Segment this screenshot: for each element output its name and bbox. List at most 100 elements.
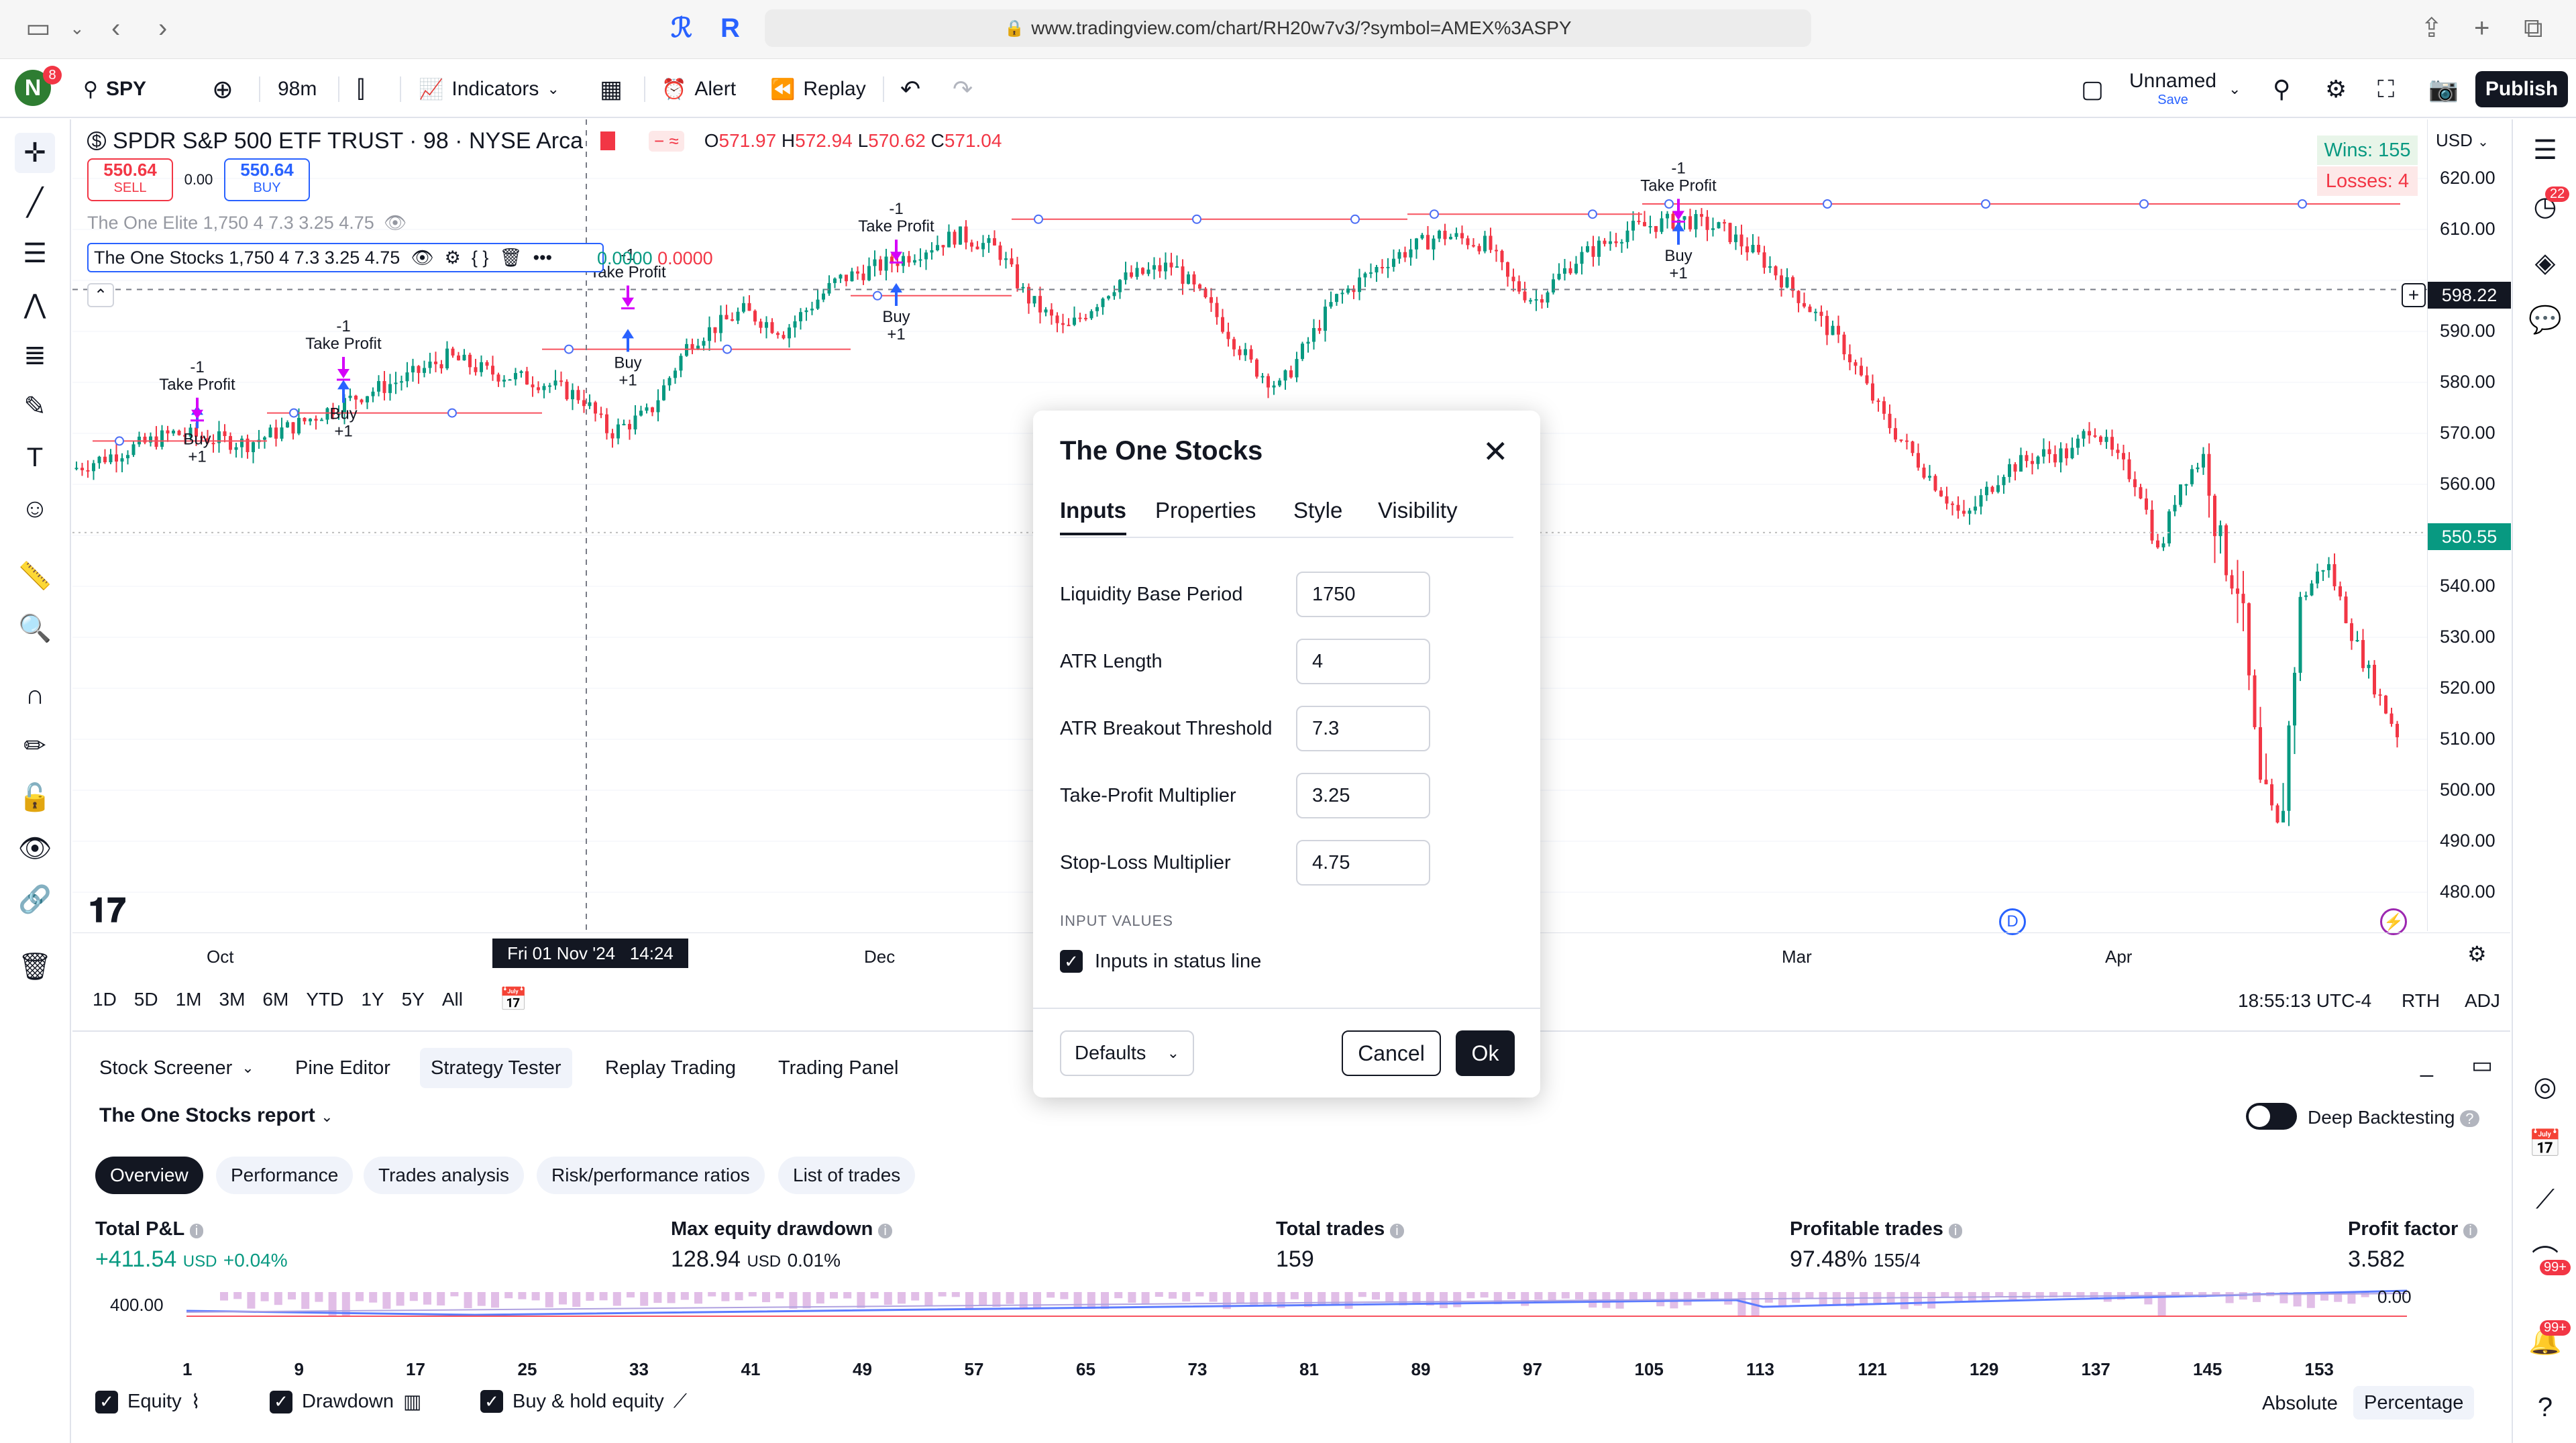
subtab-risk-ratios[interactable]: Risk/performance ratios xyxy=(537,1157,765,1194)
eye-off-icon[interactable]: 👁 xyxy=(383,213,407,233)
templates-icon[interactable]: ▦ xyxy=(600,75,623,103)
alert-button[interactable]: ⏰ Alert xyxy=(661,74,736,105)
publish-button[interactable]: Publish xyxy=(2475,71,2568,107)
subtab-trades-analysis[interactable]: Trades analysis xyxy=(364,1157,525,1194)
tab-style[interactable]: Style xyxy=(1293,498,1343,523)
absolute-toggle[interactable]: Absolute xyxy=(2262,1393,2338,1414)
adj-label[interactable]: ADJ xyxy=(2465,990,2500,1011)
info-icon[interactable]: i xyxy=(1948,1224,1963,1238)
currency-select[interactable]: USD ⌄ xyxy=(2436,130,2489,151)
redo-icon[interactable]: ↷ xyxy=(953,75,973,103)
percentage-toggle[interactable]: Percentage xyxy=(2353,1386,2475,1420)
symbol-search-button[interactable]: ⚲ SPY xyxy=(83,74,146,105)
field-input[interactable]: 1750 xyxy=(1296,572,1430,617)
clock-label[interactable]: 18:55:13 UTC-4 xyxy=(2238,990,2372,1011)
field-input[interactable]: 3.25 xyxy=(1296,773,1430,818)
eye-icon[interactable]: 👁 xyxy=(17,833,52,863)
tab-strategy-tester[interactable]: Strategy Tester xyxy=(420,1048,572,1088)
range-ytd[interactable]: YTD xyxy=(306,989,344,1010)
speedometer-icon[interactable]: ◎ xyxy=(2533,1072,2557,1102)
undo-icon[interactable]: ↶ xyxy=(900,75,921,103)
time-axis[interactable]: Oct Dec Mar Apr Fri 01 Nov '24 14:24 ⚙ xyxy=(72,932,2510,977)
flag-icon[interactable] xyxy=(600,131,616,150)
extension-r-icon[interactable]: R xyxy=(720,13,740,43)
tab-inputs[interactable]: Inputs xyxy=(1060,498,1126,535)
text-icon[interactable]: T xyxy=(26,442,44,472)
dividend-marker-icon[interactable]: D xyxy=(1999,908,2026,935)
field-input[interactable]: 7.3 xyxy=(1296,706,1430,751)
collapse-legend-icon[interactable]: ⌃ xyxy=(87,283,114,307)
indicator-legend-elite[interactable]: The One Elite 1,750 4 7.3 3.25 4.75 👁 xyxy=(87,212,1002,233)
candle-type-icon[interactable]: ⫿ xyxy=(357,74,365,103)
camera-icon[interactable]: 📷 xyxy=(2428,75,2459,103)
range-1d[interactable]: 1D xyxy=(93,989,117,1010)
brush-icon[interactable]: ✎ xyxy=(23,392,46,421)
back-icon[interactable]: ‹ xyxy=(111,13,121,43)
checkbox-buy-hold[interactable]: ✓ xyxy=(480,1390,503,1413)
defaults-dropdown[interactable]: Defaults ⌄ xyxy=(1060,1030,1194,1076)
sidebar-toggle-icon[interactable]: ▭ xyxy=(25,13,51,43)
interval-button[interactable]: 98m xyxy=(278,74,317,105)
date-range-icon[interactable]: 📅 xyxy=(499,987,528,1012)
legend-equity[interactable]: ✓ Equity ⌇ xyxy=(95,1390,201,1413)
chart-tool-icon[interactable]: ⟋ xyxy=(2536,1184,2555,1214)
tab-visibility[interactable]: Visibility xyxy=(1378,498,1458,523)
tab-properties[interactable]: Properties xyxy=(1155,498,1256,523)
tab-trading-panel[interactable]: Trading Panel xyxy=(767,1048,909,1088)
settings-icon[interactable]: ⚙ xyxy=(2325,75,2347,103)
subtab-list-of-trades[interactable]: List of trades xyxy=(778,1157,916,1194)
info-icon[interactable]: i xyxy=(878,1224,892,1238)
checkbox-drawdown[interactable]: ✓ xyxy=(270,1390,292,1413)
new-tab-icon[interactable]: + xyxy=(2474,13,2490,43)
share-icon[interactable]: ⇪ xyxy=(2420,13,2443,43)
axis-settings-icon[interactable]: ⚙ xyxy=(2467,942,2487,966)
compare-symbol-icon[interactable]: ⊕ xyxy=(212,75,233,104)
eye-icon[interactable]: 👁 xyxy=(411,248,434,268)
more-icon[interactable]: ••• xyxy=(533,247,552,268)
source-code-icon[interactable]: { } xyxy=(471,247,489,268)
fullscreen-icon[interactable]: ⛶ xyxy=(2377,74,2395,103)
legend-drawdown[interactable]: ✓ Drawdown ▥ xyxy=(270,1390,421,1413)
layout-icon[interactable]: ▢ xyxy=(2081,75,2104,103)
subtab-performance[interactable]: Performance xyxy=(216,1157,354,1194)
sell-button[interactable]: 550.64 SELL xyxy=(87,158,173,201)
lock-icon[interactable]: 🔓 xyxy=(18,782,52,812)
help-icon[interactable]: ? xyxy=(2460,1110,2479,1127)
cancel-button[interactable]: Cancel xyxy=(1342,1030,1441,1076)
info-icon[interactable]: i xyxy=(2463,1224,2477,1238)
market-status-icon[interactable]: − ≈ xyxy=(649,130,684,152)
ruler-icon[interactable]: 📏 xyxy=(18,561,52,591)
quick-search-icon[interactable]: ⚲ xyxy=(2273,75,2291,103)
checkbox-equity[interactable]: ✓ xyxy=(95,1390,118,1413)
replay-button[interactable]: ⏪ Replay xyxy=(770,74,866,105)
calendar-icon[interactable]: 📅 xyxy=(2528,1128,2562,1159)
range-1y[interactable]: 1Y xyxy=(361,989,384,1010)
buy-button[interactable]: 550.64 BUY xyxy=(224,158,310,201)
info-icon[interactable]: i xyxy=(189,1224,204,1238)
magnet-icon[interactable]: ∩ xyxy=(25,680,45,710)
chevron-down-icon[interactable]: ⌄ xyxy=(70,18,85,38)
crosshair-icon[interactable]: ✛ xyxy=(15,133,55,173)
subtab-overview[interactable]: Overview xyxy=(95,1157,203,1194)
forward-icon[interactable]: › xyxy=(158,13,168,43)
ok-button[interactable]: Ok xyxy=(1456,1030,1515,1076)
extension-icon[interactable]: ℛ xyxy=(671,13,692,43)
indicator-legend-stocks[interactable]: The One Stocks 1,750 4 7.3 3.25 4.75 👁 ⚙ {… xyxy=(87,243,604,272)
url-bar[interactable]: 🔒 www.tradingview.com/chart/RH20w7v3/?sy… xyxy=(765,9,1811,47)
range-all[interactable]: All xyxy=(441,989,463,1010)
range-5y[interactable]: 5Y xyxy=(401,989,425,1010)
range-1m[interactable]: 1M xyxy=(175,989,202,1010)
pattern-icon[interactable]: ⋀ xyxy=(23,290,46,319)
inputs-status-line-row[interactable]: ✓ Inputs in status line xyxy=(1060,950,1261,973)
trash-icon[interactable]: 🗑 xyxy=(499,248,523,268)
price-axis[interactable]: USD ⌄ 620.00 610.00 590.00 580.00 570.00 560.… xyxy=(2427,119,2511,931)
tab-pine-editor[interactable]: Pine Editor xyxy=(284,1048,401,1088)
maximize-icon[interactable]: ▭ xyxy=(2471,1053,2493,1078)
layout-name-button[interactable]: Unnamed Save xyxy=(2129,70,2216,108)
link-icon[interactable]: 🔗 xyxy=(18,884,52,914)
trend-line-icon[interactable]: ╱ xyxy=(26,188,44,217)
info-icon[interactable]: i xyxy=(1390,1224,1404,1238)
horizontal-lines-icon[interactable]: ☰ xyxy=(23,239,47,268)
symbol-title[interactable]: SPDR S&P 500 ETF TRUST · 98 · NYSE Arca xyxy=(113,127,584,154)
layers-icon[interactable]: ◈ xyxy=(2534,248,2556,278)
